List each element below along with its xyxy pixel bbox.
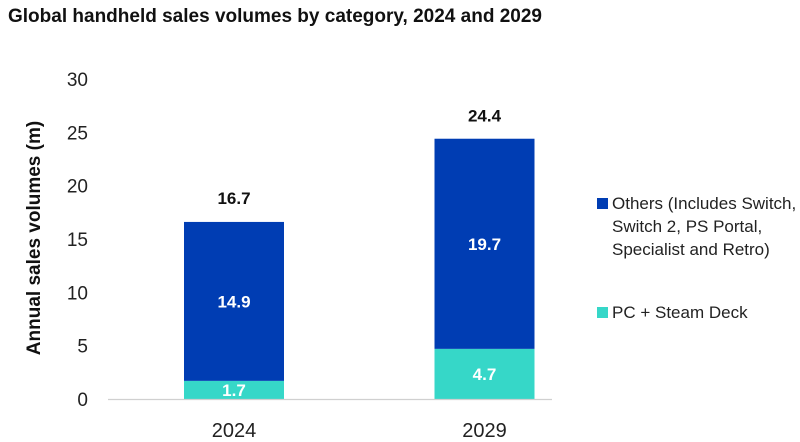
x-category-label: 2029	[462, 420, 507, 442]
data-labels: 1.7 14.9 16.7 4.7 19.7 24.4	[217, 107, 501, 400]
segment-value-label: 19.7	[468, 235, 501, 254]
legend: Others (Includes Switch, Switch 2, PS Po…	[597, 192, 797, 324]
y-tick-label: 10	[67, 283, 88, 304]
y-tick-label: 25	[67, 123, 88, 144]
total-value-label: 24.4	[468, 107, 502, 126]
y-axis-ticks: 0 5 10 15 20 25 30	[67, 70, 88, 411]
segment-value-label: 4.7	[473, 365, 497, 384]
legend-swatch-others	[597, 198, 608, 209]
y-tick-label: 20	[67, 177, 88, 198]
chart-title: Global handheld sales volumes by categor…	[8, 6, 542, 27]
y-tick-label: 15	[67, 230, 88, 251]
bars	[184, 138, 535, 399]
segment-value-label: 14.9	[217, 292, 250, 311]
x-axis-categories: 2024 2029	[212, 420, 507, 442]
bar-segment-others-2024	[184, 221, 284, 381]
bar-segment-pc-steam-deck-2024	[184, 380, 284, 399]
bar-segment-pc-steam-deck-2029	[434, 348, 535, 399]
segment-value-label: 1.7	[222, 381, 246, 400]
legend-label-others: Others (Includes Switch, Switch 2, PS Po…	[612, 194, 797, 259]
x-category-label: 2024	[212, 420, 257, 442]
y-tick-label: 30	[67, 70, 88, 91]
y-tick-label: 0	[77, 390, 88, 411]
y-tick-label: 5	[77, 337, 88, 358]
bar-segment-others-2029	[434, 138, 535, 349]
legend-swatch-pc-steam-deck	[597, 307, 608, 318]
legend-item-pc-steam-deck: PC + Steam Deck	[597, 301, 797, 324]
legend-item-others: Others (Includes Switch, Switch 2, PS Po…	[597, 192, 797, 261]
y-axis-label: Annual sales volumes (m)	[24, 121, 45, 355]
legend-label-pc-steam-deck: PC + Steam Deck	[612, 303, 748, 322]
total-value-label: 16.7	[217, 189, 250, 208]
